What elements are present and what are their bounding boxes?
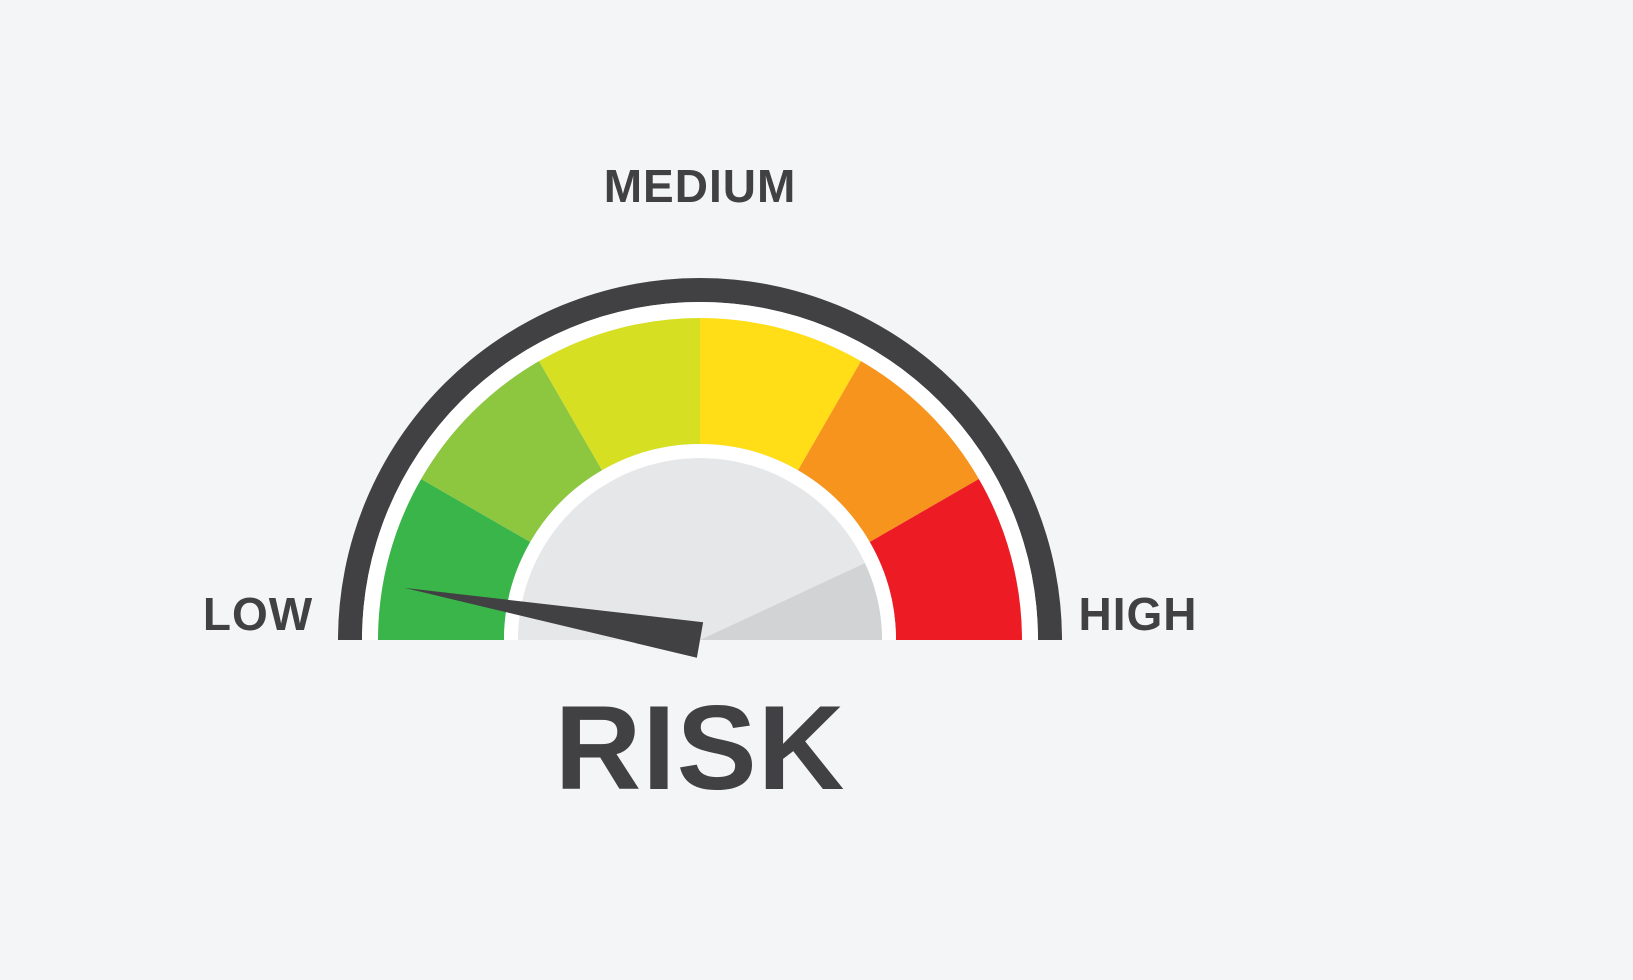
label-title: RISK xyxy=(555,679,846,817)
label-medium: MEDIUM xyxy=(604,159,797,213)
label-low: LOW xyxy=(203,587,313,641)
gauge-svg xyxy=(0,0,1633,980)
gauge-diagram: LOW MEDIUM HIGH RISK xyxy=(0,0,1633,980)
label-high: HIGH xyxy=(1079,587,1198,641)
